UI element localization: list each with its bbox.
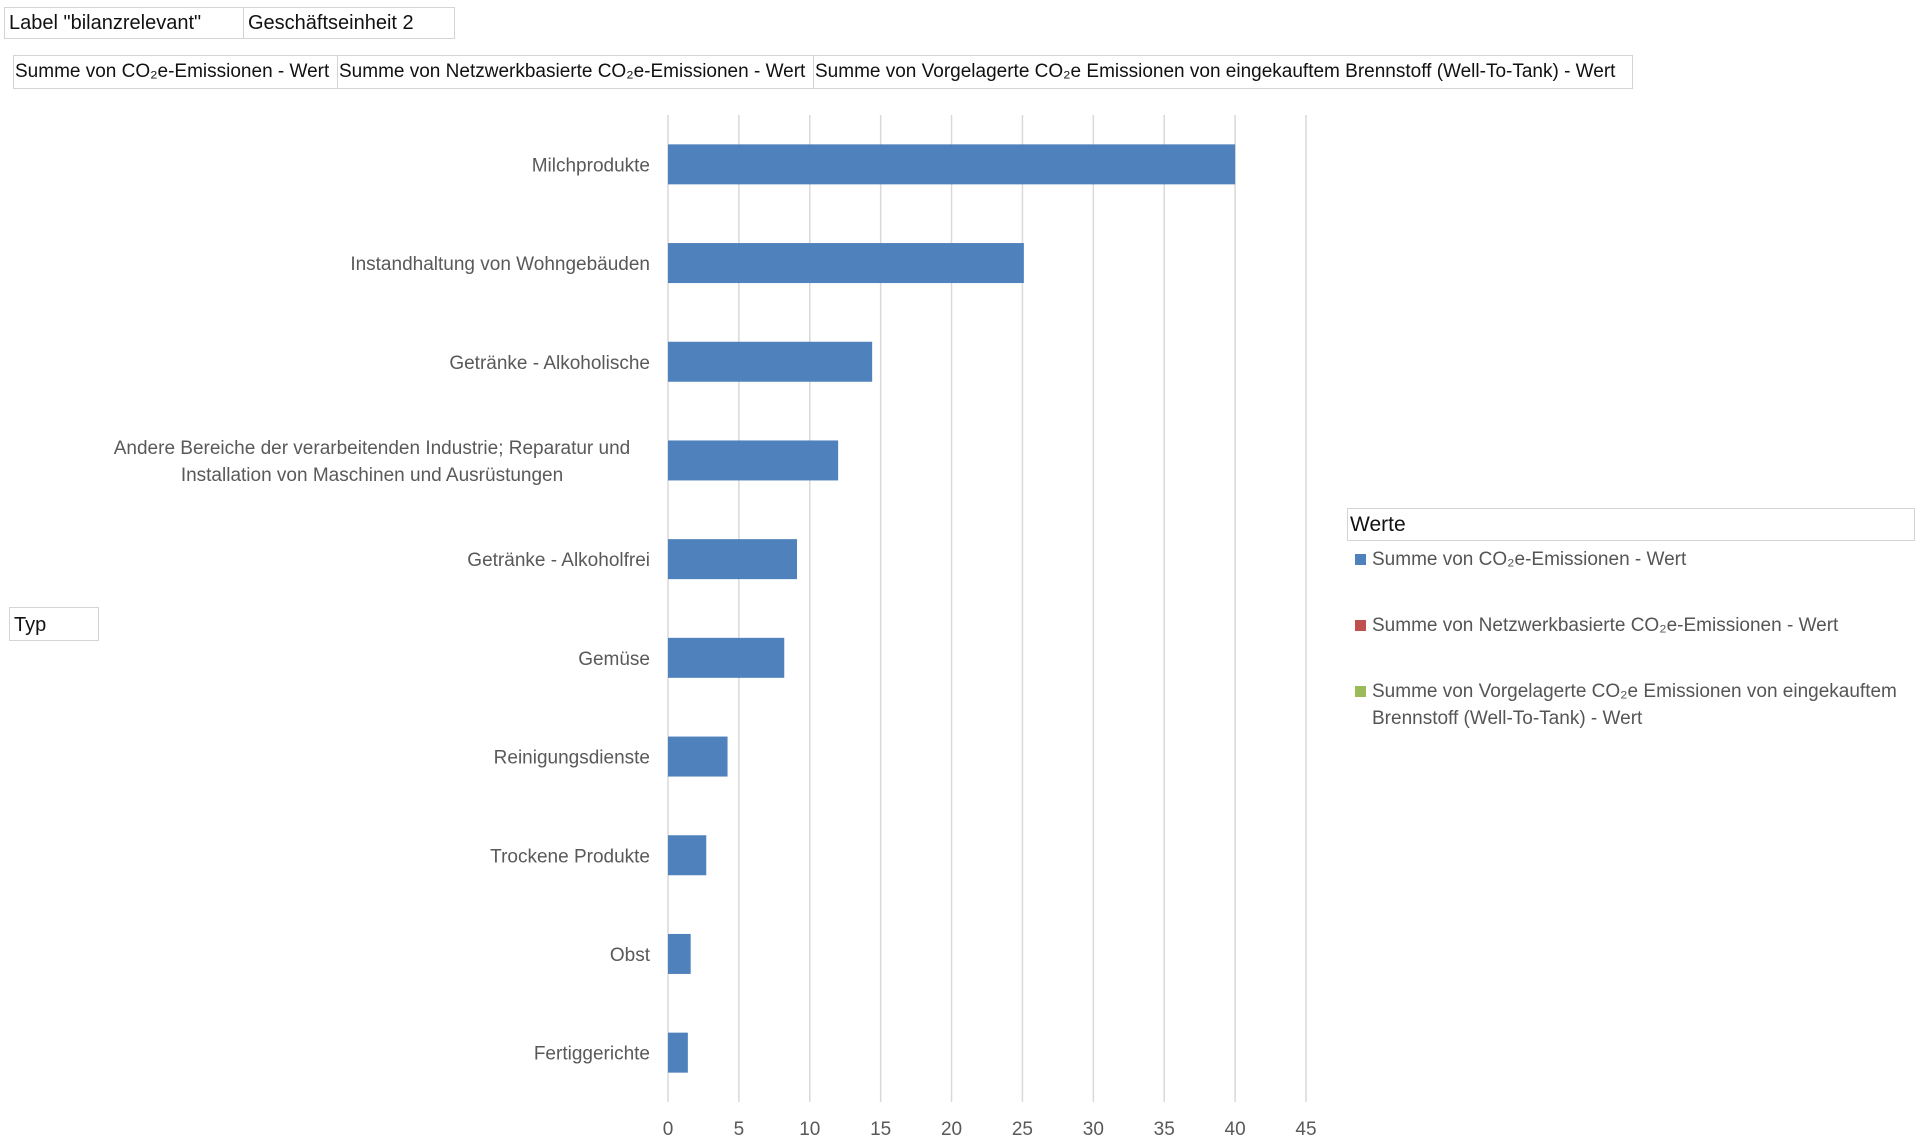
bar-1-9[interactable] xyxy=(668,933,691,974)
category-label: Milchprodukte xyxy=(532,155,650,176)
legend-swatch-red xyxy=(1355,620,1366,631)
legend-entry-wtt-co2e[interactable]: Summe von Vorgelagerte CO₂e Emissionen v… xyxy=(1355,678,1912,732)
value-field-wtt-co2e[interactable]: Summe von Vorgelagerte CO₂e Emissionen v… xyxy=(813,55,1633,89)
legend-entry-co2e[interactable]: Summe von CO₂e-Emissionen - Wert xyxy=(1355,546,1912,573)
legend-swatch-green xyxy=(1355,686,1366,697)
x-tick-label: 30 xyxy=(1083,1119,1104,1140)
bar-1-8[interactable] xyxy=(668,835,707,876)
grid-lines xyxy=(667,115,1307,1102)
x-tick-label: 25 xyxy=(1012,1119,1033,1140)
filter-field-value[interactable]: Geschäftseinheit 2 xyxy=(243,7,455,39)
x-tick-label: 5 xyxy=(734,1119,745,1140)
bar-1-2[interactable] xyxy=(668,243,1024,284)
bar-1-6[interactable] xyxy=(668,637,785,678)
category-label: Instandhaltung von Wohngebäuden xyxy=(350,254,650,275)
category-label: Getränke - Alkoholfrei xyxy=(467,550,650,571)
category-label: Gemüse xyxy=(578,649,650,670)
bar-1-5[interactable] xyxy=(668,539,798,580)
x-tick-label: 45 xyxy=(1295,1119,1316,1140)
row-field-typ[interactable]: Typ xyxy=(9,607,99,641)
category-label: Andere Bereiche der verarbeitenden Indus… xyxy=(114,438,631,459)
value-field-network-co2e[interactable]: Summe von Netzwerkbasierte CO₂e-Emission… xyxy=(337,55,814,89)
legend-entry-label: Summe von CO₂e-Emissionen - Wert xyxy=(1372,549,1687,570)
x-tick-label: 10 xyxy=(799,1119,820,1140)
bar-1-3[interactable] xyxy=(668,341,873,382)
legend-entry-label: Summe von Netzwerkbasierte CO₂e-Emission… xyxy=(1372,615,1839,636)
x-tick-label: 15 xyxy=(870,1119,891,1140)
value-field-co2e[interactable]: Summe von CO₂e-Emissionen - Wert xyxy=(13,55,338,89)
x-tick-label: 40 xyxy=(1225,1119,1246,1140)
x-tick-label: 20 xyxy=(941,1119,962,1140)
bars xyxy=(668,144,1236,1073)
category-label: Installation von Maschinen und Ausrüstun… xyxy=(181,465,563,486)
x-tick-label: 35 xyxy=(1154,1119,1175,1140)
bar-1-4[interactable] xyxy=(668,440,839,481)
filter-field-label[interactable]: Label "bilanzrelevant" xyxy=(4,7,244,39)
x-tick-label: 0 xyxy=(663,1119,674,1140)
category-label: Fertiggerichte xyxy=(534,1044,650,1065)
legend-title[interactable]: Werte xyxy=(1347,508,1915,541)
category-label: Reinigungsdienste xyxy=(494,748,650,769)
bar-1-1[interactable] xyxy=(668,144,1236,185)
category-label: Obst xyxy=(610,945,651,966)
category-labels: Milchprodukte Instandhaltung von Wohngebä… xyxy=(114,155,651,1064)
category-label: Getränke - Alkoholische xyxy=(449,353,650,374)
x-axis-ticks: 0 5 10 15 20 25 30 35 40 45 xyxy=(663,1119,1317,1140)
legend: Werte Summe von CO₂e-Emissionen - Wert S… xyxy=(1347,508,1915,732)
legend-entry-label: Summe von Vorgelagerte CO₂e Emissionen v… xyxy=(1372,681,1897,729)
bar-1-7[interactable] xyxy=(668,736,728,777)
legend-entry-network-co2e[interactable]: Summe von Netzwerkbasierte CO₂e-Emission… xyxy=(1355,612,1912,639)
legend-swatch-blue xyxy=(1355,554,1366,565)
bar-1-10[interactable] xyxy=(668,1032,688,1073)
category-label: Trockene Produkte xyxy=(490,846,650,867)
